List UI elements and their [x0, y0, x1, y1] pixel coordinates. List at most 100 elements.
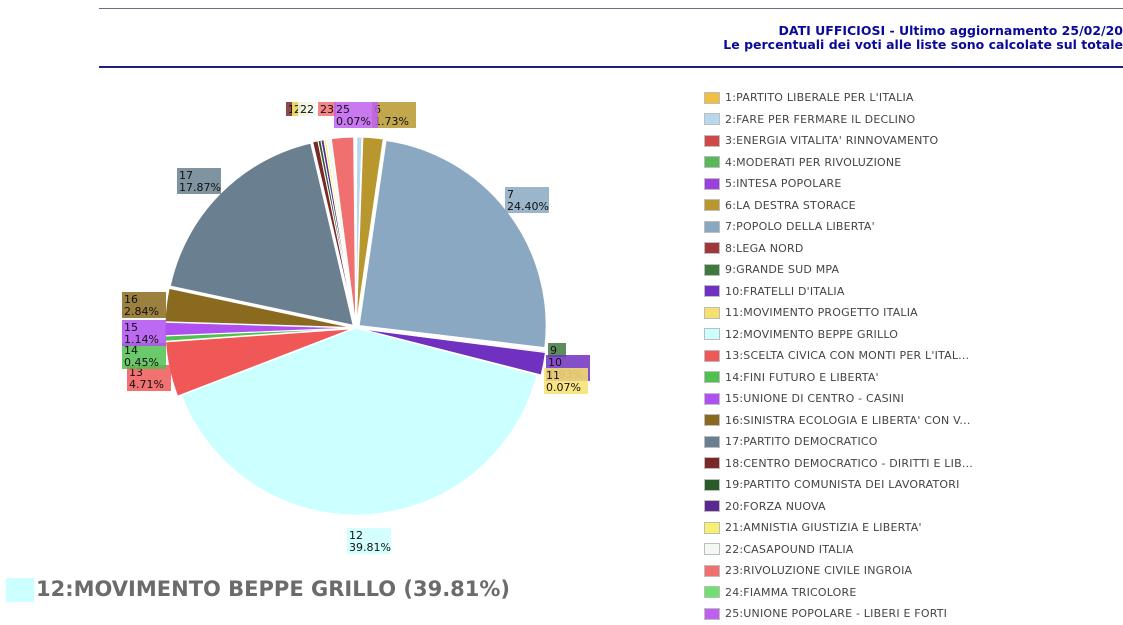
legend-swatch-7 [704, 220, 720, 233]
pie-label-6: 61.73% [372, 102, 416, 128]
legend-item-12[interactable]: 12:MOVIMENTO BEPPE GRILLO [704, 324, 973, 346]
legend-swatch-20 [704, 500, 720, 513]
header-percent-note: Le percentuali dei voti alle liste sono … [723, 37, 1123, 52]
legend-item-2[interactable]: 2:FARE PER FERMARE IL DECLINO [704, 109, 973, 131]
pie-slices [164, 136, 547, 516]
pie-label-id-7: 7 [507, 188, 514, 201]
pie-label-16: 162.84% [122, 292, 166, 318]
legend-item-17[interactable]: 17:PARTITO DEMOCRATICO [704, 431, 973, 453]
pie-label-id-22: 22 [300, 103, 314, 116]
pie-label-id-9: 9 [550, 344, 557, 357]
legend-swatch-5 [704, 177, 720, 190]
legend-label-18: 18:CENTRO DEMOCRATICO - DIRITTI E LIB... [725, 456, 973, 470]
pie-label-id-12: 12 [349, 529, 363, 542]
legend-item-20[interactable]: 20:FORZA NUOVA [704, 496, 973, 518]
legend-swatch-24 [704, 586, 720, 599]
legend-item-5[interactable]: 5:INTESA POPOLARE [704, 173, 973, 195]
legend-label-17: 17:PARTITO DEMOCRATICO [725, 435, 878, 449]
pie-label-box-9 [548, 343, 566, 357]
legend-item-23[interactable]: 23:RIVOLUZIONE CIVILE INGROIA [704, 560, 973, 582]
legend-label-11: 11:MOVIMENTO PROGETTO ITALIA [725, 306, 918, 320]
pie-label-box-17 [177, 168, 221, 194]
legend-label-10: 10:FRATELLI D'ITALIA [725, 284, 845, 298]
pie-label-id-15: 15 [124, 321, 138, 334]
legend-item-21[interactable]: 21:AMNISTIA GIUSTIZIA E LIBERTA' [704, 517, 973, 539]
legend-swatch-13 [704, 349, 720, 362]
legend-swatch-21 [704, 521, 720, 534]
legend-label-24: 24:FIAMMA TRICOLORE [725, 585, 857, 599]
pie-slice-7[interactable] [358, 139, 547, 349]
pie-label-id-13: 13 [129, 366, 143, 379]
pie-label-id-16: 16 [124, 293, 138, 306]
legend-item-6[interactable]: 6:LA DESTRA STORACE [704, 195, 973, 217]
legend-item-22[interactable]: 22:CASAPOUND ITALIA [704, 539, 973, 561]
legend-swatch-8 [704, 242, 720, 255]
pie-slice-25[interactable] [354, 136, 357, 325]
legend-item-25[interactable]: 25:UNIONE POPOLARE - LIBERI E FORTI [704, 603, 973, 625]
legend-label-20: 20:FORZA NUOVA [725, 499, 826, 513]
pie-chart: 61.73%724.40%9101.93%110.07%1239.81%134.… [122, 102, 590, 554]
pie-label-box-14 [122, 343, 166, 369]
header-top-rule [99, 8, 1123, 9]
legend-item-1[interactable]: 1:PARTITO LIBERALE PER L'ITALIA [704, 87, 973, 109]
pie-label-box-23 [318, 102, 336, 116]
legend-item-13[interactable]: 13:SCELTA CIVICA CON MONTI PER L'ITAL... [704, 345, 973, 367]
pie-label-13: 134.71% [127, 365, 171, 391]
legend-item-18[interactable]: 18:CENTRO DEMOCRATICO - DIRITTI E LIB... [704, 453, 973, 475]
legend-item-14[interactable]: 14:FINI FUTURO E LIBERTA' [704, 367, 973, 389]
pie-label-23: 23 [318, 102, 336, 116]
pie-label-box-6 [372, 102, 416, 128]
legend-item-19[interactable]: 19:PARTITO COMUNISTA DEI LAVORATORI [704, 474, 973, 496]
pie-label-box-16 [122, 292, 166, 318]
legend-item-7[interactable]: 7:POPOLO DELLA LIBERTA' [704, 216, 973, 238]
legend-label-23: 23:RIVOLUZIONE CIVILE INGROIA [725, 564, 913, 578]
header-bottom-rule [99, 66, 1123, 68]
legend-item-24[interactable]: 24:FIAMMA TRICOLORE [704, 582, 973, 604]
pie-label-pct-14: 0.45% [124, 356, 159, 369]
legend-swatch-4 [704, 156, 720, 169]
legend-item-8[interactable]: 8:LEGA NORD [704, 238, 973, 260]
legend-swatch-19 [704, 478, 720, 491]
legend-label-2: 2:FARE PER FERMARE IL DECLINO [725, 112, 916, 126]
legend-swatch-16 [704, 414, 720, 427]
legend-label-9: 9:GRANDE SUD MPA [725, 263, 840, 277]
legend-label-3: 3:ENERGIA VITALITA' RINNOVAMENTO [725, 134, 939, 148]
pie-slice-6[interactable] [355, 136, 384, 325]
pie-label-id-17: 17 [179, 169, 193, 182]
legend-item-15[interactable]: 15:UNIONE DI CENTRO - CASINI [704, 388, 973, 410]
legend-item-16[interactable]: 16:SINISTRA ECOLOGIA E LIBERTA' CON V... [704, 410, 973, 432]
legend-swatch-9 [704, 263, 720, 276]
legend-swatch-10 [704, 285, 720, 298]
legend-swatch-2 [704, 113, 720, 126]
legend-label-13: 13:SCELTA CIVICA CON MONTI PER L'ITAL... [725, 349, 970, 363]
pie-slice-17[interactable] [169, 142, 354, 326]
header: DATI UFFICIOSI - Ultimo aggiornamento 25… [723, 24, 1123, 52]
legend-item-9[interactable]: 9:GRANDE SUD MPA [704, 259, 973, 281]
pie-label-box-13 [127, 365, 171, 391]
pie-label-15: 151.14% [122, 320, 166, 346]
legend-swatch-14 [704, 371, 720, 384]
legend-label-4: 4:MODERATI PER RIVOLUZIONE [725, 155, 902, 169]
selected-slice-swatch [6, 578, 34, 602]
pie-label-pct-11: 0.07% [546, 381, 581, 394]
legend-item-4[interactable]: 4:MODERATI PER RIVOLUZIONE [704, 152, 973, 174]
legend-item-11[interactable]: 11:MOVIMENTO PROGETTO ITALIA [704, 302, 973, 324]
pie-slice-12[interactable] [180, 327, 538, 516]
selected-slice-caption: 12:MOVIMENTO BEPPE GRILLO (39.81%) [36, 577, 511, 601]
legend-item-3[interactable]: 3:ENERGIA VITALITA' RINNOVAMENTO [704, 130, 973, 152]
legend-label-5: 5:INTESA POPOLARE [725, 177, 842, 191]
legend-label-15: 15:UNIONE DI CENTRO - CASINI [725, 392, 905, 406]
pie-label-22: 22 [298, 102, 316, 116]
pie-label-box-12 [347, 528, 391, 554]
pie-label-9: 9 [548, 343, 566, 357]
pie-label-14: 140.45% [122, 343, 166, 369]
pie-label-pct-6: 1.73% [374, 115, 409, 128]
pie-label-box-25 [334, 102, 378, 128]
pie-labels: 61.73%724.40%9101.93%110.07%1239.81%134.… [122, 102, 590, 554]
chart-legend: 1:PARTITO LIBERALE PER L'ITALIA 2:FARE PE… [704, 87, 973, 625]
legend-item-10[interactable]: 10:FRATELLI D'ITALIA [704, 281, 973, 303]
legend-swatch-6 [704, 199, 720, 212]
pie-label-pct-25: 0.07% [336, 115, 371, 128]
legend-swatch-3 [704, 134, 720, 147]
pie-label-box-11 [544, 368, 588, 394]
